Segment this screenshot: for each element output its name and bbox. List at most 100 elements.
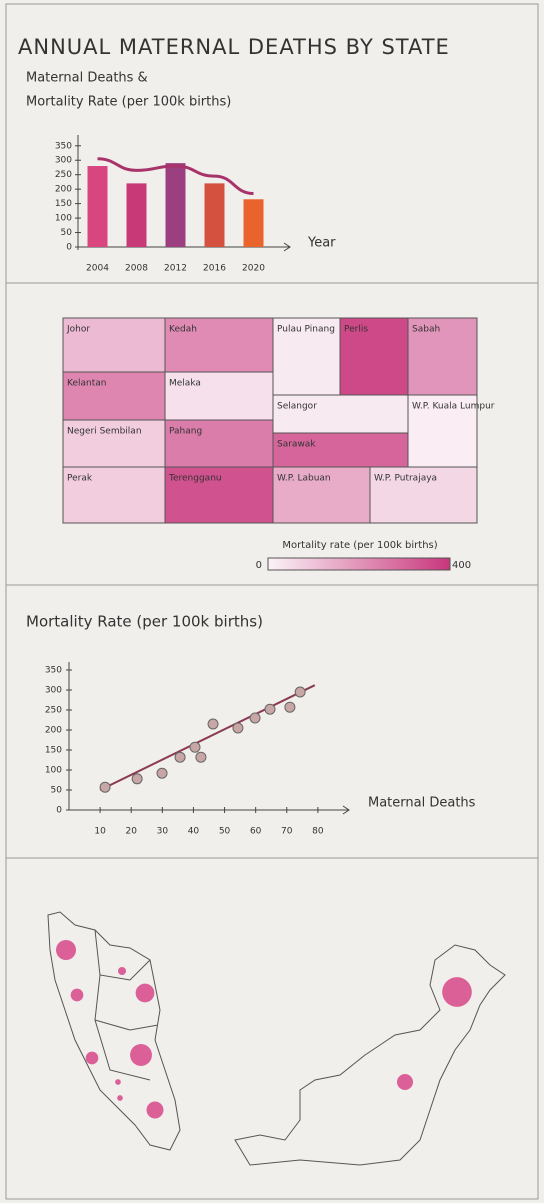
cell-label: Perlis <box>344 325 368 335</box>
point <box>131 773 143 785</box>
point <box>284 701 296 713</box>
bubble <box>130 1044 152 1066</box>
y-tick-label: 200 <box>55 185 72 195</box>
y-tick-label: 100 <box>45 766 62 776</box>
cell-label: Pahang <box>169 427 202 437</box>
cell-label: Kedah <box>169 325 197 335</box>
y-tick-label: 150 <box>55 199 72 209</box>
cell-label: W.P. Putrajaya <box>374 474 437 484</box>
x-tick-label: 40 <box>188 827 200 837</box>
map-outline <box>47 911 181 1151</box>
bar <box>87 166 108 247</box>
bubble <box>85 1051 99 1065</box>
treemap-cell <box>272 317 341 396</box>
bubble <box>56 940 76 960</box>
point <box>189 741 201 753</box>
treemap-cell <box>164 317 274 373</box>
x-tick-label: 80 <box>312 827 324 837</box>
y-tick-label: 200 <box>45 726 62 736</box>
point <box>294 686 306 698</box>
y-axis-label: Maternal Deaths & <box>26 71 148 86</box>
point <box>207 718 219 730</box>
x-tick-label: 50 <box>219 827 231 837</box>
bar <box>126 183 147 247</box>
treemap-cell <box>62 466 166 524</box>
cell-label: Selangor <box>277 402 317 412</box>
axis-arrow <box>342 805 350 815</box>
bubble <box>70 988 84 1002</box>
treemap-cell <box>407 394 478 468</box>
line <box>97 157 254 195</box>
y-tick-label: 350 <box>55 141 72 151</box>
cell-label: Pulau Pinang <box>277 325 335 335</box>
map-outline <box>234 944 506 1166</box>
treemap-cell <box>164 466 274 524</box>
cell-label: Johor <box>66 325 90 335</box>
bubble <box>397 1074 413 1090</box>
cell-label: Sabah <box>412 325 440 335</box>
cell-label: W.P. Kuala Lumpur <box>412 402 495 412</box>
cell-label: Terengganu <box>168 474 222 484</box>
x-tick-label: 2012 <box>164 264 187 274</box>
bar <box>243 199 264 247</box>
point <box>156 767 168 779</box>
point <box>174 751 186 763</box>
colorbar <box>267 557 451 571</box>
y-tick-label: 250 <box>45 706 62 716</box>
x-axis-label: Maternal Deaths <box>368 796 476 811</box>
y-tick-label: 100 <box>55 214 72 224</box>
page-title: ANNUAL MATERNAL DEATHS BY STATE <box>18 35 450 59</box>
y-tick-label: 300 <box>45 686 62 696</box>
x-tick-label: 10 <box>94 827 106 837</box>
x-tick-label: 60 <box>250 827 262 837</box>
y-tick-label: 50 <box>61 228 73 238</box>
cell-label: Perak <box>67 474 93 484</box>
bubble <box>442 977 472 1007</box>
bubble <box>118 967 126 975</box>
treemap-cell <box>339 317 409 396</box>
y-tick-label: 50 <box>51 786 63 796</box>
point <box>99 781 111 793</box>
colorbar-max: 400 <box>452 560 471 571</box>
treemap-cell <box>62 419 166 468</box>
treemap-cell <box>272 394 409 434</box>
point <box>249 712 261 724</box>
treemap-cell <box>272 432 409 468</box>
x-axis-label: Year <box>307 236 336 251</box>
frame <box>5 3 539 1200</box>
x-tick-label: 30 <box>157 827 169 837</box>
treemap-cell <box>62 371 166 421</box>
x-tick-label: 2016 <box>203 264 226 274</box>
bar <box>204 183 225 247</box>
bar <box>165 163 186 247</box>
cell-label: Melaka <box>169 379 201 389</box>
treemap-cell <box>164 371 274 421</box>
y-tick-label: 150 <box>45 746 62 756</box>
x-tick-label: 70 <box>281 827 293 837</box>
cell-label: Sarawak <box>277 440 316 450</box>
point <box>264 703 276 715</box>
trendline <box>99 684 316 791</box>
x-tick-label: 2008 <box>125 264 148 274</box>
x-tick-label: 2004 <box>86 264 109 274</box>
y-tick-label: 0 <box>66 243 72 253</box>
bubble <box>117 1095 123 1101</box>
axis-arrow <box>283 242 291 252</box>
colorbar-min: 0 <box>256 560 262 571</box>
y-tick-label: 350 <box>45 666 62 676</box>
bubble <box>146 1101 164 1119</box>
treemap-cell <box>407 317 478 396</box>
bubble <box>135 983 155 1003</box>
point <box>232 722 244 734</box>
cell-label: Negeri Sembilan <box>67 427 142 437</box>
treemap-cell <box>369 466 478 524</box>
x-tick-label: 20 <box>125 827 137 837</box>
x-tick-label: 2020 <box>242 264 265 274</box>
colorbar-label: Mortality rate (per 100k births) <box>282 540 437 551</box>
treemap-cell <box>164 419 274 468</box>
y-axis-label: Mortality Rate (per 100k births) <box>26 95 231 110</box>
cell-label: W.P. Labuan <box>277 474 331 484</box>
